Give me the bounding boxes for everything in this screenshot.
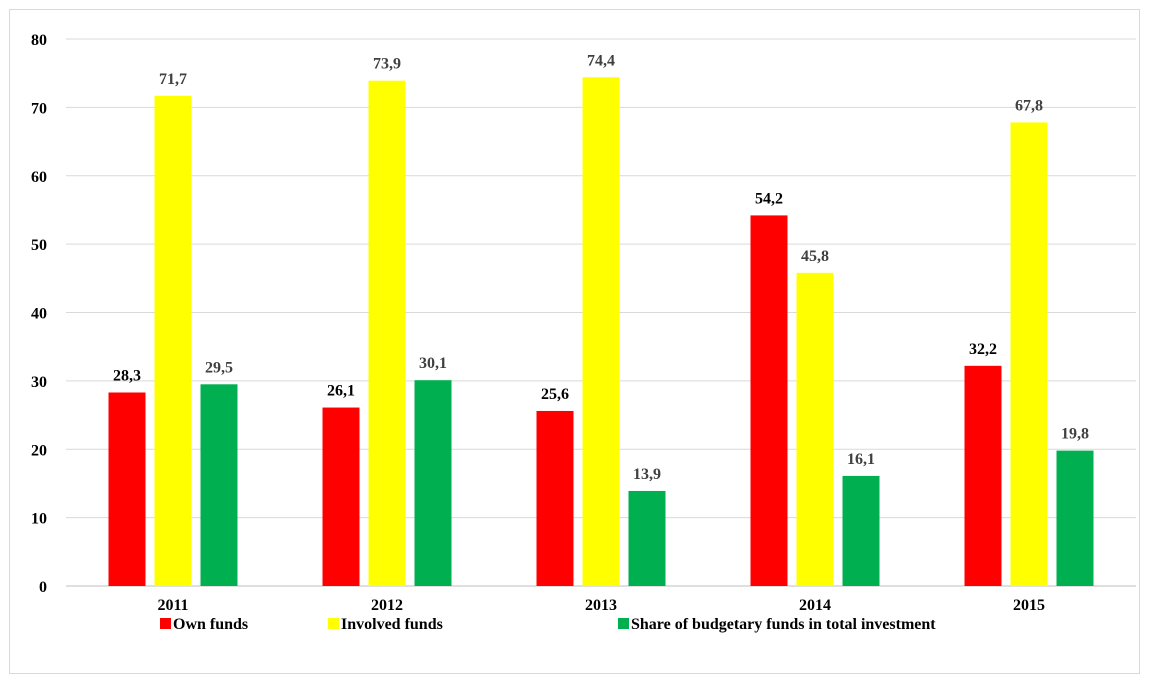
y-tick-label: 80: [31, 32, 47, 49]
y-tick-label: 40: [31, 306, 47, 323]
data-label: 13,9: [633, 466, 661, 483]
x-tick-label: 2015: [1013, 597, 1045, 614]
bar: [582, 77, 620, 586]
data-label: 29,5: [205, 359, 233, 376]
data-label: 74,4: [587, 52, 615, 69]
x-tick-label: 2011: [157, 597, 188, 614]
legend-swatch: [160, 618, 171, 629]
bar: [200, 384, 238, 586]
y-tick-label: 20: [31, 442, 47, 459]
bar: [108, 392, 146, 586]
data-label: 28,3: [113, 367, 141, 384]
legend: Own funds Involved funds Share of budgetar…: [160, 616, 936, 633]
legend-label: Share of budgetary funds in total invest…: [631, 616, 936, 633]
data-label: 30,1: [419, 355, 447, 372]
data-label: 67,8: [1015, 97, 1043, 114]
data-label: 73,9: [373, 56, 401, 73]
x-axis-ticks: 2011 2012 2013 2014 2015: [157, 597, 1045, 614]
data-label: 25,6: [541, 386, 569, 403]
bar: [842, 475, 880, 586]
data-label: 19,8: [1061, 426, 1089, 443]
legend-swatch: [618, 618, 629, 629]
data-label: 26,1: [327, 383, 355, 400]
bar: [154, 95, 192, 586]
y-tick-label: 30: [31, 374, 47, 391]
bar: [750, 215, 788, 586]
bar: [1056, 450, 1094, 586]
y-axis-ticks: 0 10 20 30 40 50 60 70 80: [31, 32, 47, 596]
data-labels: 28,3 71,7 29,5 26,1 73,9 30,1 25,6 74,4 13,9 54,2…: [113, 52, 1089, 483]
bar: [964, 365, 1002, 586]
y-tick-label: 50: [31, 237, 47, 254]
legend-swatch: [328, 618, 339, 629]
legend-label: Own funds: [173, 616, 248, 633]
y-tick-label: 70: [31, 100, 47, 117]
data-label: 32,2: [969, 341, 997, 358]
chart-frame: 0 10 20 30 40 50 60 70 80 28,3 71,7 29,5 26,1 73,9 30…: [9, 9, 1140, 674]
y-tick-label: 10: [31, 511, 47, 528]
legend-label: Involved funds: [341, 616, 443, 633]
bar: [414, 380, 452, 586]
data-label: 54,2: [755, 190, 783, 207]
data-label: 45,8: [801, 248, 829, 265]
y-tick-label: 60: [31, 169, 47, 186]
bar: [796, 272, 834, 586]
x-tick-label: 2012: [371, 597, 403, 614]
bar: [368, 80, 406, 587]
data-label: 71,7: [159, 71, 187, 88]
bars: [108, 77, 1094, 587]
x-tick-label: 2014: [799, 597, 831, 614]
bar: [628, 490, 666, 586]
bar: [1010, 122, 1048, 586]
data-label: 16,1: [847, 451, 875, 468]
bar-chart: 0 10 20 30 40 50 60 70 80 28,3 71,7 29,5 26,1 73,9 30…: [31, 32, 1136, 633]
x-tick-label: 2013: [585, 597, 617, 614]
bar: [536, 410, 574, 586]
y-tick-label: 0: [39, 579, 47, 596]
bar: [322, 407, 360, 586]
